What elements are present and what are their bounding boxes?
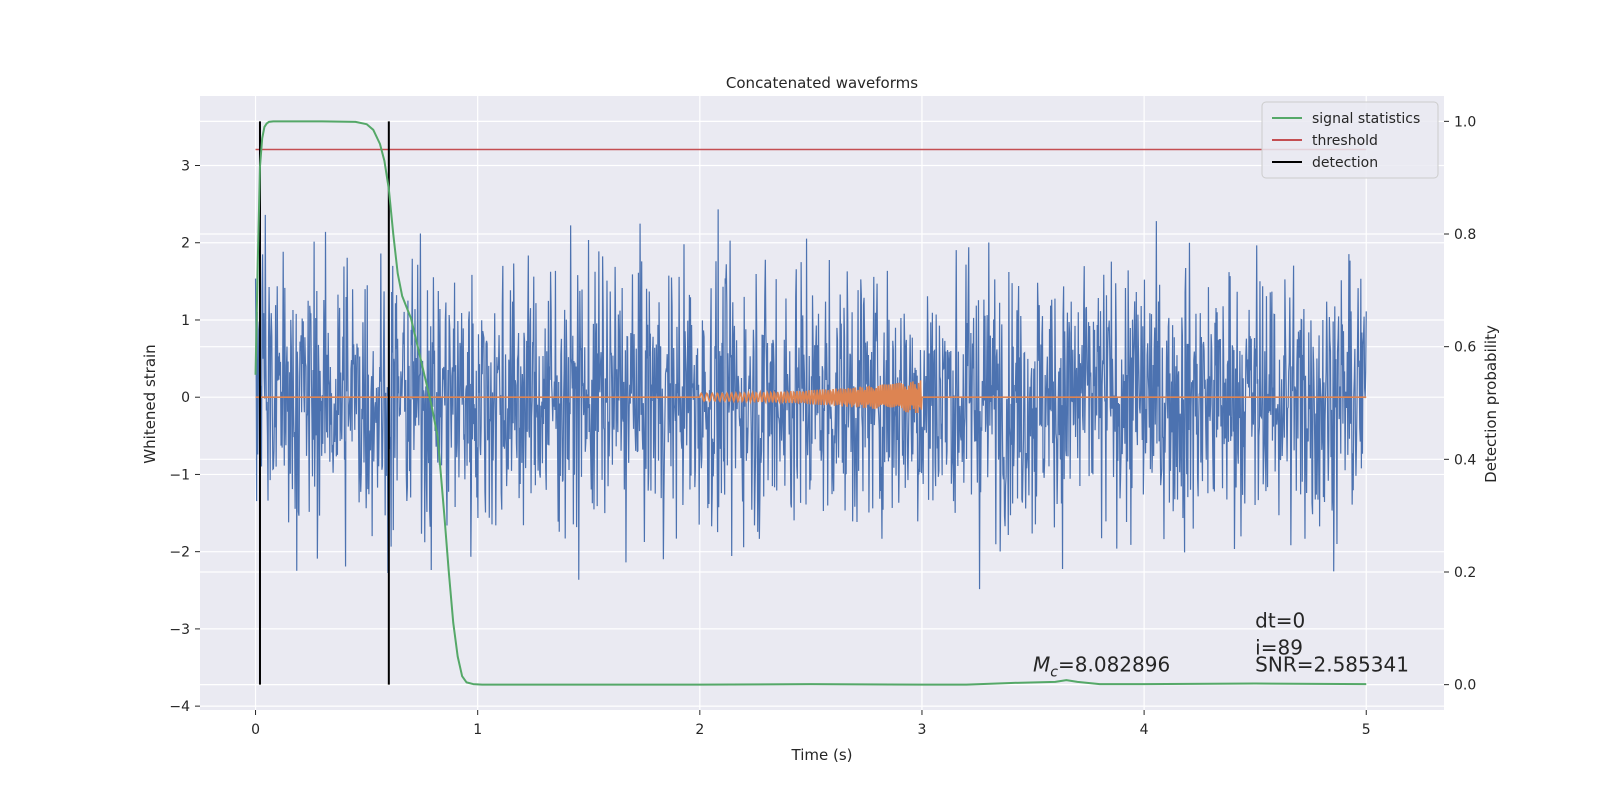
y-tick-label: 2	[181, 236, 190, 252]
annotation-text: Mc=8.082896	[1033, 652, 1170, 680]
legend-label: signal statistics	[1312, 111, 1420, 127]
y-axis-label-right: Detection probability	[1482, 325, 1500, 483]
y-axis-label: Whitened strain	[141, 344, 159, 463]
x-tick-label: 5	[1362, 722, 1371, 738]
x-tick-label: 2	[695, 722, 704, 738]
y-tick-label: 0	[181, 390, 190, 406]
x-tick-label: 4	[1140, 722, 1149, 738]
y-tick-label-right: 0.6	[1454, 340, 1476, 356]
ticks: 0 1 2 3 4 5 3 2 1 0 −1 −2 −3 −4 1.0 0.8 0.6 0.4 0.2 0.0	[169, 114, 1476, 738]
labels: Concatenated waveforms Time (s) Whitened…	[141, 74, 1500, 764]
legend-box	[1261, 101, 1439, 179]
y-tick-label-right: 0.0	[1454, 678, 1476, 694]
y-tick-label-right: 0.8	[1454, 227, 1476, 243]
y-tick-label-right: 1.0	[1454, 114, 1476, 130]
x-tick-label: 0	[251, 722, 260, 738]
annotation-text: SNR=2.585341	[1255, 652, 1409, 676]
legend: signal statistics threshold detection	[1261, 101, 1439, 179]
plot-area	[254, 120, 1367, 686]
y-tick-label: −2	[169, 545, 190, 561]
legend-label: threshold	[1312, 133, 1378, 149]
y-tick-label: 3	[181, 159, 190, 175]
series-whitened-strain	[254, 209, 1367, 590]
y-tick-label-right: 0.2	[1454, 565, 1476, 581]
y-tick-label-right: 0.4	[1454, 452, 1476, 468]
x-axis-label: Time (s)	[791, 746, 853, 764]
x-tick-label: 3	[918, 722, 927, 738]
series-injected-chirp	[255, 380, 1367, 414]
y-tick-label: −3	[169, 622, 190, 638]
series-signal-statistics	[254, 120, 1367, 686]
y-tick-label: −1	[169, 467, 190, 483]
y-tick-label: 1	[181, 313, 190, 329]
annotation-text: dt=0	[1255, 608, 1305, 632]
y-tick-label: −4	[169, 699, 190, 715]
x-tick-label: 1	[473, 722, 482, 738]
chart-title: Concatenated waveforms	[726, 74, 918, 92]
legend-label: detection	[1312, 155, 1378, 171]
annotation-text: i=89	[1255, 635, 1303, 659]
